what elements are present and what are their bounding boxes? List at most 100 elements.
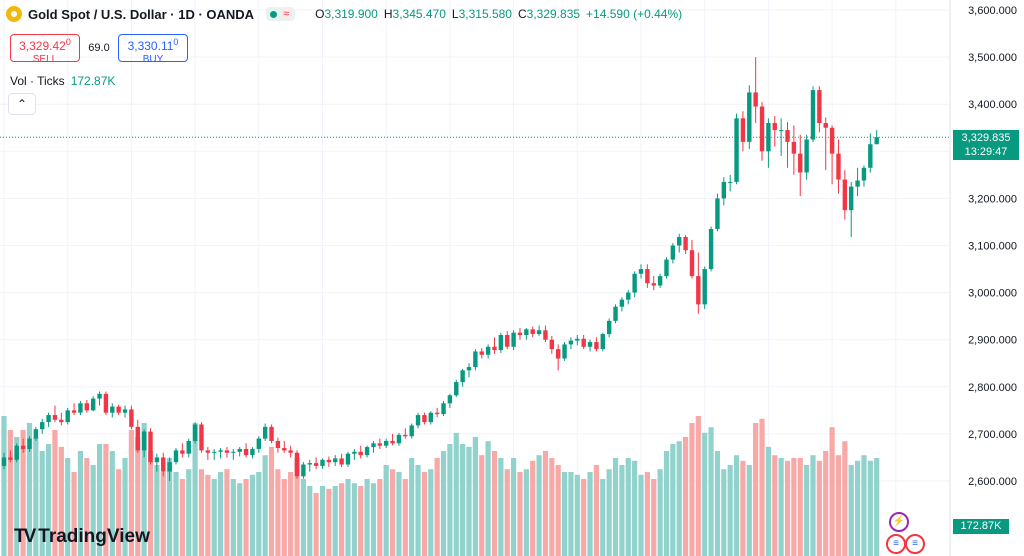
candle-body xyxy=(326,459,332,463)
candle-body xyxy=(473,351,478,368)
collapse-chevron-up-icon[interactable]: ⌃ xyxy=(8,93,36,115)
candle-body xyxy=(562,344,567,359)
volume-bar xyxy=(670,444,676,556)
volume-bar xyxy=(778,458,784,556)
candle-body xyxy=(250,448,255,456)
candle-body xyxy=(20,445,26,449)
volume-bar xyxy=(536,455,542,556)
symbol-title[interactable]: Gold Spot / U.S. Dollar · 1D · OANDA xyxy=(28,6,255,22)
volume-bar xyxy=(90,465,96,556)
volume-bar xyxy=(281,479,287,556)
volume-bar xyxy=(829,427,835,556)
tradingview-logo[interactable]: TV TradingView xyxy=(14,526,150,548)
low-label: L xyxy=(451,7,459,21)
volume-legend[interactable]: Vol · Ticks 172.87K xyxy=(10,74,115,88)
volume-bar xyxy=(396,472,402,556)
volume-bar xyxy=(517,472,523,556)
candle-body xyxy=(810,90,816,140)
candle-body xyxy=(288,450,293,453)
volume-bar xyxy=(262,455,268,556)
candle-body xyxy=(40,422,45,430)
price-axis-tick-label: 3,500.000 xyxy=(968,52,1017,64)
volume-bar xyxy=(65,458,71,556)
volume-bar xyxy=(485,441,491,556)
candle-body xyxy=(842,179,848,211)
candle-body xyxy=(677,237,682,246)
volume-bar xyxy=(810,455,816,556)
candle-body xyxy=(600,334,605,350)
candle-body xyxy=(180,450,185,454)
candle-body xyxy=(294,452,300,477)
candle-body xyxy=(568,340,574,345)
volume-bar xyxy=(128,430,134,556)
us-flag-event-icon[interactable]: ≡ xyxy=(905,534,925,554)
candle-body xyxy=(84,403,90,411)
candle-body xyxy=(696,276,701,305)
candle-body xyxy=(333,458,338,463)
candle-body xyxy=(632,273,637,293)
candle-body xyxy=(575,338,580,341)
volume-bar xyxy=(230,479,236,556)
candle-body xyxy=(441,403,446,415)
candle-body xyxy=(224,450,230,453)
volume-bar xyxy=(421,472,428,556)
candle-body xyxy=(861,167,867,181)
chart-header: Gold Spot / U.S. Dollar · 1D · OANDA ≈ O… xyxy=(6,6,682,22)
volume-bar xyxy=(453,432,459,556)
trade-panel: 3,329.420 SELL 69.0 3,330.110 BUY xyxy=(10,34,188,65)
price-axis-tick-label: 2,600.000 xyxy=(968,476,1017,488)
price-axis-tick-label: 3,100.000 xyxy=(968,241,1017,253)
candle-body xyxy=(849,186,854,211)
candle-body xyxy=(874,137,879,145)
volume-bar xyxy=(804,465,810,556)
buy-button[interactable]: 3,330.110 BUY xyxy=(118,34,188,65)
volume-bar xyxy=(472,437,478,556)
volume-bar xyxy=(848,465,854,556)
us-flag-event-icon[interactable]: ≡ xyxy=(886,534,906,554)
candle-body xyxy=(192,424,198,441)
candle-body xyxy=(377,443,383,446)
volume-bar xyxy=(39,451,45,556)
candle-body xyxy=(352,451,357,454)
candle-body xyxy=(791,141,797,154)
candle-body xyxy=(855,180,860,187)
tradingview-logo-icon: TV xyxy=(14,526,36,547)
sell-price: 3,329.42 xyxy=(19,39,66,53)
volume-bar xyxy=(823,451,829,556)
volume-bar xyxy=(784,460,791,556)
candle-body xyxy=(78,403,83,413)
spread-value: 69.0 xyxy=(88,42,110,54)
volume-bar xyxy=(377,479,383,556)
lightning-event-icon[interactable]: ⚡ xyxy=(889,512,909,532)
candle-body xyxy=(116,406,121,413)
volume-bar xyxy=(52,430,58,556)
volume-bar xyxy=(740,460,746,556)
candle-body xyxy=(734,118,739,182)
candle-body xyxy=(651,283,656,286)
volume-bar xyxy=(479,455,485,556)
volume-bar xyxy=(319,486,326,556)
volume-bar xyxy=(542,451,549,556)
volume-bar xyxy=(511,458,517,556)
price-axis-tick-label: 3,000.000 xyxy=(968,288,1017,300)
candle-body xyxy=(345,453,351,465)
candle-body xyxy=(364,447,370,456)
market-status-badge[interactable]: ≈ xyxy=(266,7,296,21)
tradingview-logo-text: TradingView xyxy=(38,526,150,547)
candle-body xyxy=(785,130,790,142)
volume-bar xyxy=(205,474,211,556)
candle-body xyxy=(479,351,484,355)
candle-body xyxy=(52,415,58,420)
volume-bar xyxy=(237,483,243,556)
candle-body xyxy=(256,438,261,449)
candle-body xyxy=(320,459,325,466)
candle-body xyxy=(409,425,414,437)
high-value: 3,345.470 xyxy=(392,7,446,21)
volume-bar xyxy=(370,483,377,556)
volume-bar xyxy=(466,446,472,556)
volume-bar xyxy=(854,460,861,556)
candle-body xyxy=(606,320,612,335)
sell-button[interactable]: 3,329.420 SELL xyxy=(10,34,80,65)
sell-label: SELL xyxy=(32,54,58,65)
